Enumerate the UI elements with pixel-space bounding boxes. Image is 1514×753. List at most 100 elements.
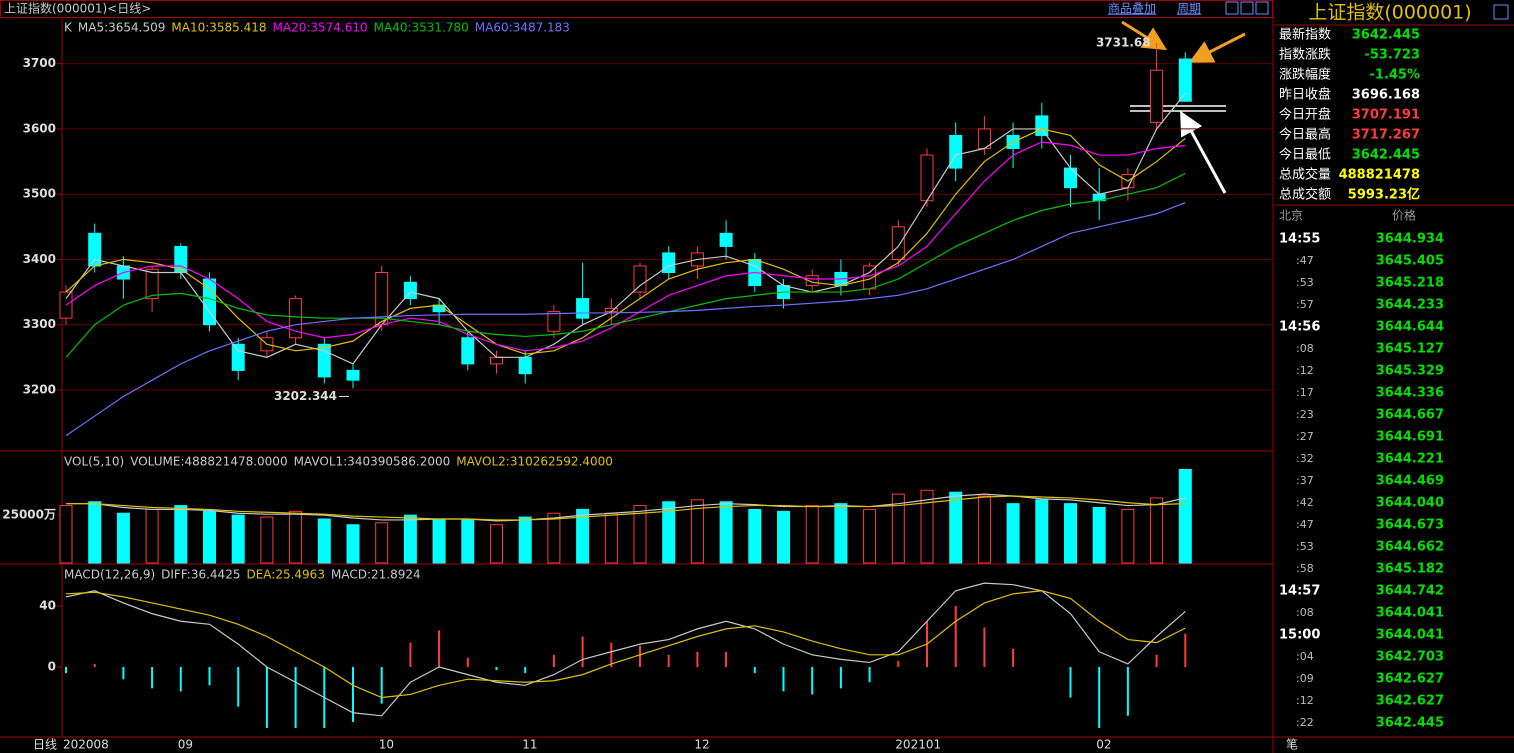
candle-body	[346, 369, 360, 381]
volume-bar	[1121, 508, 1135, 564]
volume-bar	[891, 493, 905, 564]
tick-time: 15:00	[1279, 628, 1320, 643]
overlay-link[interactable]: 商品叠加	[1108, 1, 1156, 16]
icon-button[interactable]	[1225, 1, 1239, 15]
y-tick-label: 25000万	[2, 508, 56, 522]
tick-price: 3645.405	[1376, 254, 1444, 269]
tick-time: :37	[1296, 474, 1314, 487]
x-tick-label: 11	[522, 738, 537, 752]
quote-label: 总成交量	[1279, 167, 1331, 183]
x-tick-label: 202101	[895, 738, 941, 752]
indicator-line	[66, 493, 1186, 522]
ticks-header: 北京	[1279, 209, 1303, 223]
volume-bar	[490, 524, 503, 564]
volume-bar	[174, 505, 188, 564]
volume-bar	[719, 501, 733, 564]
tick-price: 3644.673	[1376, 518, 1444, 533]
tick-price: 3644.221	[1376, 452, 1444, 467]
candle-body	[1150, 69, 1164, 123]
x-tick-label: 02	[1096, 738, 1111, 752]
legend-entry: MA5:3654.509	[78, 21, 166, 35]
period-link[interactable]: 周期	[1177, 2, 1201, 16]
quote-value: 5993.23亿	[1348, 187, 1420, 203]
tick-time: :04	[1296, 650, 1314, 663]
volume-bar	[1035, 499, 1049, 564]
tick-time: :58	[1296, 562, 1314, 575]
indicator-line	[65, 92, 1186, 365]
quote-label: 最新指数	[1279, 27, 1331, 43]
tick-price: 3644.934	[1376, 232, 1444, 247]
tick-time: 14:56	[1279, 320, 1320, 335]
indicator-line	[65, 201, 1186, 437]
volume-bar	[289, 510, 303, 564]
tick-price: 3645.182	[1376, 562, 1444, 577]
icon-button[interactable]	[1255, 1, 1269, 15]
volume-bar	[145, 508, 159, 564]
volume-bar	[977, 495, 991, 564]
volume-bar	[690, 499, 704, 564]
candle-body	[490, 356, 503, 365]
tick-time: :53	[1296, 540, 1314, 553]
volume-bar	[863, 508, 877, 564]
icon-button[interactable]	[1240, 1, 1254, 15]
quote-value: 3696.168	[1352, 88, 1420, 103]
tick-price: 3642.627	[1376, 694, 1444, 709]
volume-bar	[1178, 468, 1192, 564]
tick-price: 3642.445	[1376, 716, 1444, 731]
quote-label: 涨跌幅度	[1279, 67, 1331, 83]
tick-time: :53	[1296, 276, 1314, 289]
quote-value: 3642.445	[1352, 28, 1420, 43]
volume-bar	[260, 516, 274, 564]
candle-body	[547, 311, 561, 332]
x-tick-label: 202008	[63, 738, 109, 752]
volume-bar	[604, 512, 618, 564]
tick-price: 3644.742	[1376, 584, 1444, 599]
legend-entry: MA60:3487.183	[475, 21, 570, 35]
annotations-drawn	[1121, 20, 1246, 194]
tick-price: 3644.662	[1376, 540, 1444, 555]
toolbar-icons	[1225, 1, 1509, 20]
volume-bar	[59, 505, 73, 564]
candle-body	[633, 265, 647, 293]
tick-price: 3644.644	[1376, 320, 1444, 335]
volume-bar	[317, 518, 331, 564]
x-tick-label: 09	[178, 738, 193, 752]
quote-value: 488821478	[1339, 168, 1420, 183]
y-tick-label: 3600	[23, 121, 56, 135]
volume-bar	[346, 524, 360, 564]
volume-bar	[633, 505, 647, 564]
quote-value: 3707.191	[1352, 108, 1420, 123]
ticks-header: 价格	[1392, 208, 1416, 223]
quote-value: -53.723	[1364, 48, 1420, 63]
tick-price: 3644.233	[1376, 298, 1444, 313]
tick-price: 3644.336	[1376, 386, 1444, 401]
tick-time: :12	[1296, 364, 1314, 377]
x-tick-label: 10	[379, 738, 394, 752]
volume-bar	[1150, 497, 1164, 564]
period-label: 日线	[33, 738, 57, 752]
legend-entry: MACD:21.8924	[331, 568, 421, 582]
volume-bar	[375, 522, 389, 564]
ticks-footer: 笔	[1286, 737, 1298, 752]
volume-bar	[231, 514, 245, 564]
volume-bar	[203, 510, 216, 564]
candle-body	[317, 343, 331, 378]
candle-body	[805, 275, 819, 287]
legend-entry: MA20:3574.610	[273, 21, 368, 35]
icon-button[interactable]	[1493, 4, 1509, 20]
y-tick-label: 3200	[23, 382, 56, 396]
y-tick-label: 3500	[23, 187, 56, 201]
tick-price: 3644.041	[1376, 628, 1444, 643]
candle-body	[231, 343, 245, 371]
legend-entry: MAVOL1:340390586.2000	[294, 455, 451, 469]
legend-entry: DIFF:36.4425	[161, 568, 240, 582]
volume-bar	[662, 501, 676, 564]
candle-body	[719, 232, 733, 247]
legend-text: VOLUME:488821478.0000	[130, 455, 287, 469]
volume-bar	[1064, 503, 1077, 564]
legend-entry: DEA:25.4963	[246, 568, 325, 582]
y-tick-label: 0	[48, 660, 56, 674]
